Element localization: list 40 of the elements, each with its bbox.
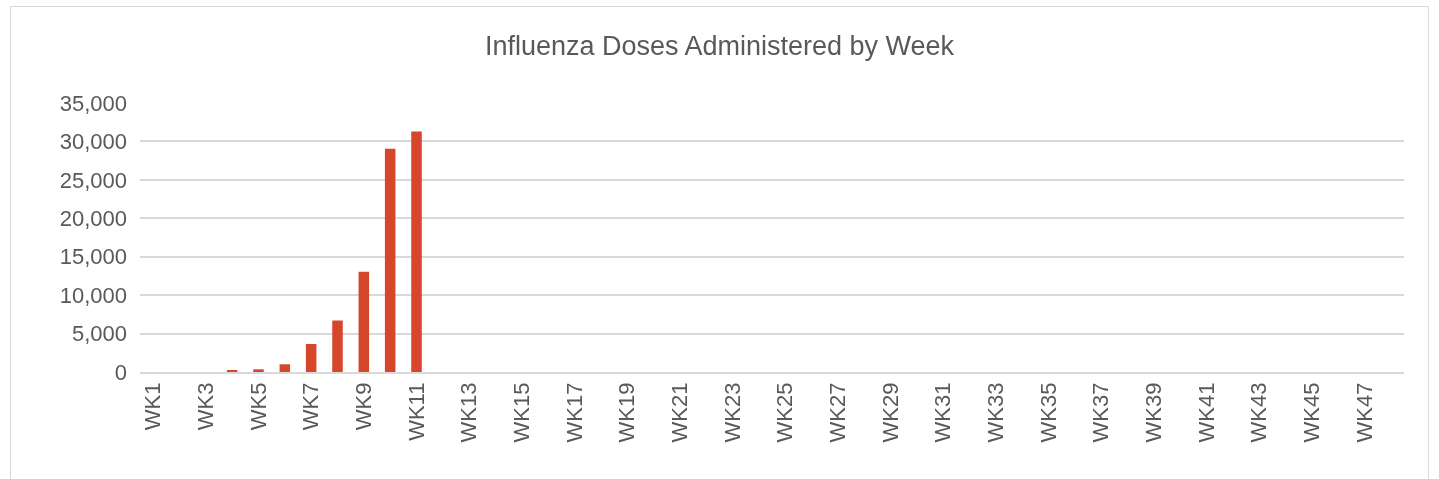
x-tick-label: WK37 (1088, 382, 1114, 443)
y-tick-label: 35,000 (59, 90, 127, 116)
x-tick-label: WK17 (561, 382, 587, 443)
bar (279, 364, 291, 372)
bar (384, 148, 396, 372)
x-tick-label: WK47 (1351, 382, 1377, 443)
y-tick-label: 20,000 (59, 205, 127, 231)
x-tick-label: WK11 (403, 382, 429, 441)
x-tick-label: WK43 (1246, 382, 1272, 443)
chart-title: Influenza Doses Administered by Week (484, 30, 955, 61)
bar (332, 320, 343, 372)
x-tick-label: WK21 (666, 382, 692, 443)
x-tick-label: WK39 (1140, 382, 1166, 443)
x-tick-label: WK45 (1298, 382, 1324, 443)
y-tick-label: 5,000 (71, 321, 127, 347)
x-tick-label: WK41 (1193, 382, 1219, 443)
x-tick-label: WK9 (350, 382, 376, 431)
x-tick-label: WK5 (245, 382, 271, 431)
x-tick-label: WK7 (298, 382, 324, 431)
bar (253, 369, 264, 372)
x-tick-label: WK15 (508, 382, 534, 443)
bar (305, 343, 317, 372)
x-tick-label: WK35 (1035, 382, 1061, 443)
x-tick-label: WK29 (877, 382, 903, 443)
x-tick-label: WK25 (772, 382, 798, 443)
y-tick-label: 15,000 (59, 244, 127, 270)
x-tick-label: WK19 (614, 382, 640, 443)
bar (411, 131, 422, 372)
bar (358, 271, 370, 372)
x-tick-label: WK23 (719, 382, 745, 443)
y-tick-label: 25,000 (59, 167, 127, 193)
y-tick-label: 30,000 (59, 129, 127, 155)
x-tick-label: WK31 (930, 382, 956, 443)
x-tick-label: WK1 (140, 382, 166, 431)
x-tick-label: WK27 (824, 382, 850, 443)
x-tick-label: WK13 (456, 382, 482, 443)
y-tick-label: 0 (114, 359, 127, 385)
x-tick-label: WK33 (982, 382, 1008, 443)
y-tick-label: 10,000 (59, 282, 127, 308)
x-tick-label: WK3 (192, 382, 218, 431)
